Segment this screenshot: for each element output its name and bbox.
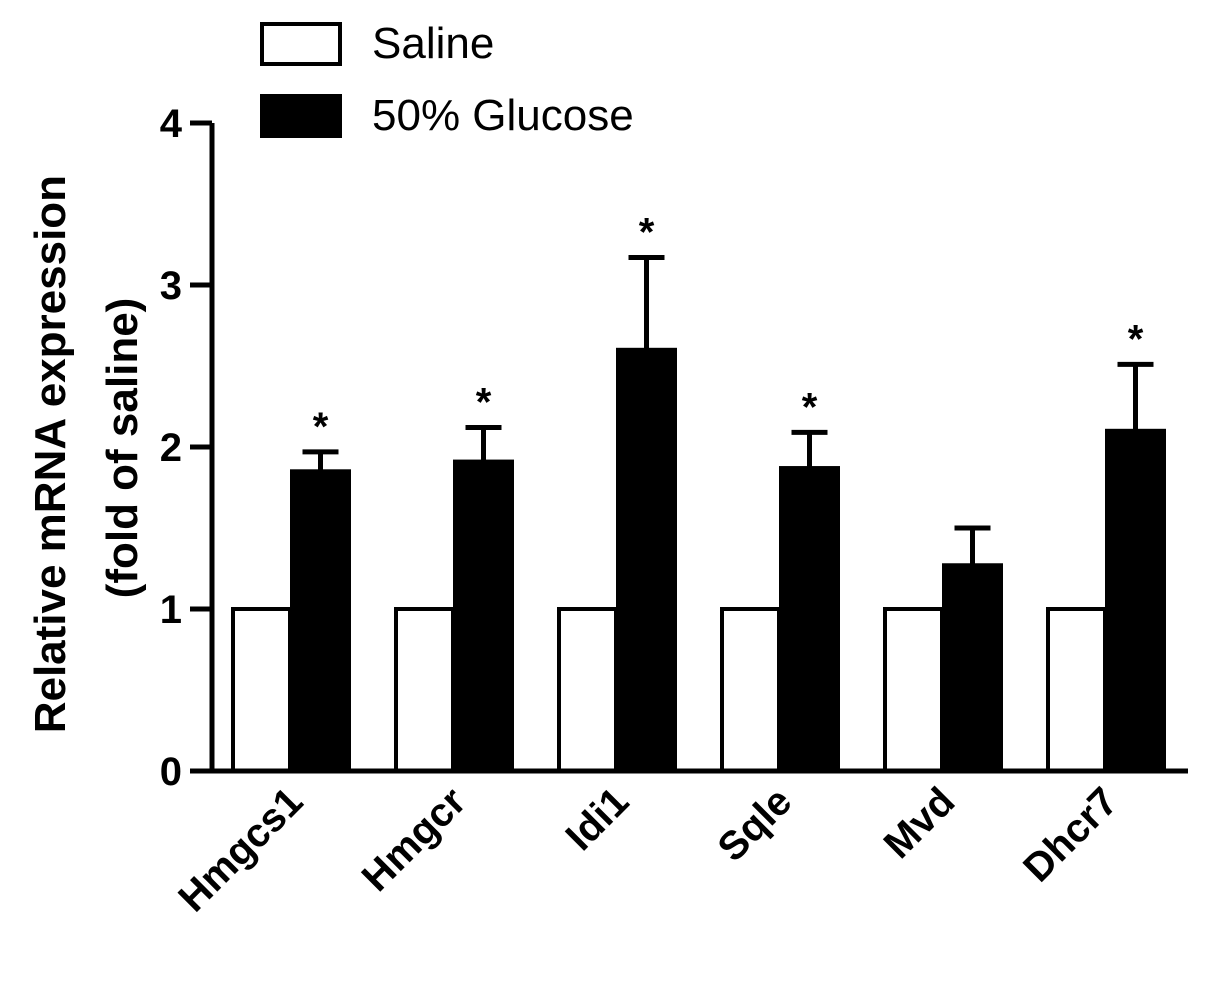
- legend: Saline 50% Glucose: [260, 19, 634, 140]
- significance-marker-hmgcs1: *: [313, 405, 329, 449]
- y-tick-label-1: 1: [160, 588, 182, 632]
- y-axis-title: Relative mRNA expression (fold of saline…: [26, 163, 147, 734]
- significance-marker-dhcr7: *: [1128, 317, 1144, 361]
- legend-label-glucose: 50% Glucose: [372, 91, 634, 140]
- bar-sqle-glucose: [779, 466, 840, 773]
- x-axis-category-labels: Hmgcs1 Hmgcr Idi1 Sqle Mvd Dhcr7: [170, 779, 1126, 920]
- x-category-label-hmgcs1: Hmgcs1: [170, 779, 311, 920]
- significance-marker-hmgcr: *: [476, 381, 492, 425]
- bar-hmgcr-glucose: [453, 459, 514, 773]
- bar-mvd-saline: [883, 607, 944, 773]
- x-category-label-dhcr7: Dhcr7: [1015, 779, 1126, 890]
- significance-marker-sqle: *: [802, 385, 818, 429]
- y-tick-label-3: 3: [160, 264, 182, 308]
- x-category-label-idi1: Idi1: [558, 779, 638, 859]
- bar-hmgcs1-glucose: [290, 469, 351, 773]
- y-axis-title-line1: Relative mRNA expression: [26, 175, 75, 733]
- bar-idi1-saline: [557, 607, 618, 773]
- bar-dhcr7-glucose: [1105, 428, 1166, 773]
- y-tick-label-0: 0: [160, 750, 182, 794]
- bar-sqle-saline: [720, 607, 781, 773]
- bars: * * * * *: [231, 210, 1166, 774]
- bar-dhcr7-saline: [1046, 607, 1107, 773]
- significance-marker-idi1: *: [639, 210, 655, 254]
- y-tick-label-2: 2: [160, 426, 182, 470]
- bar-hmgcr-saline: [394, 607, 455, 773]
- legend-label-saline: Saline: [372, 19, 494, 68]
- y-tick-label-4: 4: [160, 102, 183, 146]
- bar-idi1-glucose: [616, 347, 677, 773]
- legend-swatch-saline: [260, 22, 342, 66]
- x-category-label-sqle: Sqle: [710, 779, 801, 870]
- y-axis-ticks: 0 1 2 3 4: [160, 102, 212, 794]
- bar-mvd-glucose: [942, 563, 1003, 774]
- x-category-label-hmgcr: Hmgcr: [354, 779, 475, 900]
- bar-hmgcs1-saline: [231, 607, 292, 773]
- x-category-label-mvd: Mvd: [876, 779, 964, 867]
- y-axis-title-line2: (fold of saline): [98, 298, 147, 599]
- legend-swatch-glucose: [260, 94, 342, 138]
